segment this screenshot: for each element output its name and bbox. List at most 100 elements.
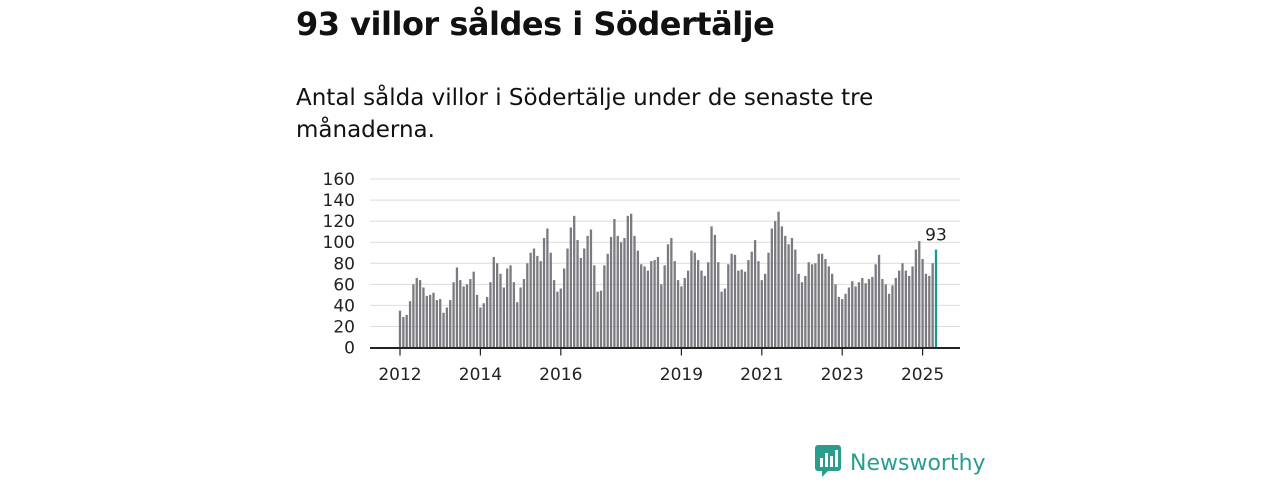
- bar: [449, 300, 452, 348]
- bar: [636, 250, 639, 348]
- bar: [784, 235, 787, 348]
- bar: [475, 294, 479, 348]
- bar: [542, 237, 546, 348]
- bar: [831, 273, 834, 348]
- bar: [512, 282, 516, 348]
- bar: [479, 307, 482, 348]
- bar: [901, 263, 904, 348]
- bar: [529, 252, 532, 348]
- bar: [713, 234, 717, 348]
- bar: [606, 253, 609, 348]
- x-tick-label: 2012: [378, 365, 421, 385]
- bar: [814, 263, 817, 348]
- y-tick-label: 40: [333, 296, 355, 316]
- bar: [747, 260, 750, 348]
- bar: [499, 273, 502, 348]
- bar: [894, 277, 897, 348]
- bar: [425, 295, 428, 348]
- bar: [864, 283, 867, 348]
- bar: [586, 235, 589, 348]
- bar: [442, 312, 445, 348]
- bar: [519, 287, 522, 348]
- bar: [800, 282, 804, 348]
- bar: [626, 215, 629, 348]
- bar: [559, 288, 562, 348]
- bar: [506, 268, 509, 348]
- latest-value-label: 93: [925, 226, 947, 246]
- bar: [904, 270, 907, 348]
- bar: [700, 270, 703, 348]
- bar: [653, 260, 656, 348]
- bar: [697, 260, 700, 348]
- bar: [877, 254, 881, 348]
- bar: [536, 255, 539, 348]
- bar: [485, 296, 489, 348]
- bar: [462, 286, 465, 348]
- chart-subtitle: Antal sålda villor i Södertälje under de…: [296, 85, 874, 143]
- bar: [730, 253, 733, 348]
- bar: [891, 285, 894, 348]
- bar: [492, 256, 495, 348]
- bar: [619, 242, 623, 348]
- bar: [854, 286, 857, 348]
- bar: [790, 237, 794, 348]
- bar: [837, 296, 840, 348]
- bar: [418, 280, 422, 348]
- bar: [432, 292, 435, 348]
- bar: [884, 284, 887, 348]
- bar: [764, 273, 767, 348]
- bar: [717, 262, 720, 348]
- bar: [707, 262, 710, 348]
- bar: [472, 271, 475, 348]
- bar: [847, 287, 851, 348]
- bar: [807, 262, 810, 348]
- bar: [760, 280, 763, 348]
- bar: [666, 244, 670, 348]
- bar: [643, 266, 646, 348]
- bar: [633, 235, 636, 348]
- bar: [774, 221, 777, 348]
- bar: [686, 270, 690, 348]
- y-tick-label: 120: [323, 212, 355, 232]
- bar: [563, 268, 566, 348]
- bar: [599, 290, 603, 348]
- x-tick-label: 2019: [660, 365, 703, 385]
- bar: [810, 264, 814, 348]
- bar: [871, 276, 874, 348]
- bar: [733, 254, 737, 348]
- bar: [861, 277, 864, 348]
- bar: [405, 314, 408, 348]
- bar: [583, 248, 586, 348]
- bar: [412, 284, 415, 348]
- bar: [566, 248, 569, 348]
- y-tick-label: 160: [323, 170, 355, 190]
- bar-chart-logo-icon: [814, 444, 842, 483]
- bar: [576, 240, 579, 348]
- bar: [737, 270, 740, 348]
- brand-logo[interactable]: Newsworthy: [814, 444, 986, 483]
- x-tick-label: 2014: [459, 365, 502, 385]
- bar: [834, 284, 837, 348]
- bar: [509, 265, 512, 348]
- bar: [459, 280, 462, 348]
- bar: [552, 280, 556, 348]
- bar: [740, 269, 743, 348]
- bar: [549, 252, 552, 348]
- bar: [857, 282, 861, 348]
- bar: [593, 265, 596, 348]
- bar: [931, 263, 934, 348]
- bar: [609, 236, 613, 348]
- bar: [720, 291, 723, 348]
- bar: [663, 265, 666, 348]
- y-tick-label: 80: [333, 254, 355, 274]
- bar: [680, 286, 683, 348]
- bar: [613, 219, 616, 348]
- bar: [579, 257, 583, 348]
- bar: [650, 261, 653, 348]
- bar: [753, 240, 757, 348]
- y-tick-label: 140: [323, 191, 355, 211]
- bar: [827, 266, 830, 348]
- bar: [526, 263, 529, 348]
- bar: [844, 293, 847, 348]
- bar: [630, 213, 633, 348]
